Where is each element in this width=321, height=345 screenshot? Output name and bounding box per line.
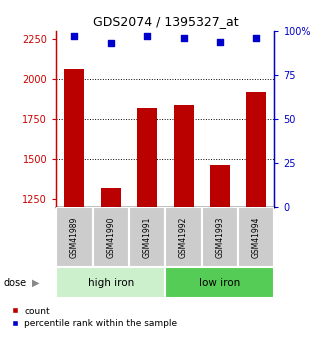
Point [254,35,259,41]
Bar [137,108,157,207]
Text: low iron: low iron [199,278,240,288]
Bar [56,267,165,298]
Bar [173,105,194,207]
Bar [165,267,274,298]
Bar [202,207,238,267]
Bar [129,207,165,267]
Legend: count, percentile rank within the sample: count, percentile rank within the sample [11,306,178,328]
Text: GSM41991: GSM41991 [143,217,152,258]
Point [181,35,186,41]
Point [217,39,222,45]
Text: GSM41993: GSM41993 [215,216,224,258]
Bar [238,207,274,267]
Bar [92,207,129,267]
Bar [246,92,266,207]
Bar [56,207,92,267]
Title: GDS2074 / 1395327_at: GDS2074 / 1395327_at [92,16,238,29]
Text: GSM41994: GSM41994 [252,216,261,258]
Bar [101,188,121,207]
Text: high iron: high iron [88,278,134,288]
Point [144,33,150,39]
Text: GSM41990: GSM41990 [106,216,115,258]
Text: GSM41992: GSM41992 [179,217,188,258]
Point [108,41,113,46]
Bar [64,69,84,207]
Text: GSM41989: GSM41989 [70,217,79,258]
Bar [165,207,202,267]
Text: ▶: ▶ [32,278,39,288]
Point [72,33,77,39]
Bar [210,165,230,207]
Text: dose: dose [3,278,26,288]
